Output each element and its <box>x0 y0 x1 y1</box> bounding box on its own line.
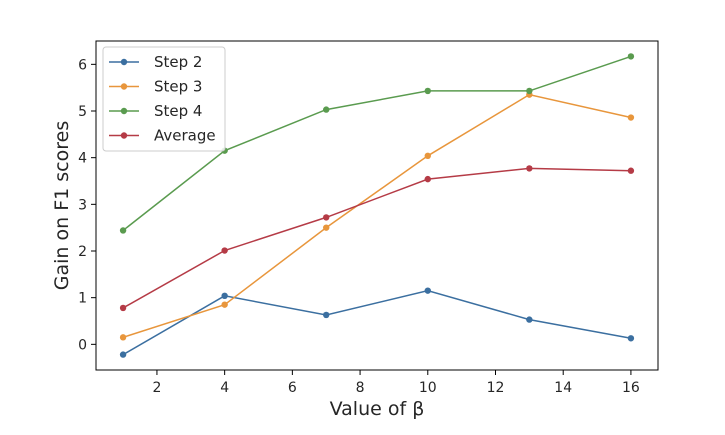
data-point <box>627 114 635 121</box>
legend-item: Step 4 <box>109 102 202 120</box>
series-step-2 <box>119 287 635 358</box>
legend-label: Step 3 <box>154 78 202 96</box>
x-tick-label: 12 <box>487 380 505 396</box>
data-point <box>424 175 431 183</box>
legend-item: Step 3 <box>109 78 202 96</box>
data-point <box>323 106 330 113</box>
data-point <box>119 227 127 234</box>
y-tick-label: 2 <box>78 244 87 260</box>
y-tick-label: 5 <box>78 104 87 120</box>
legend-item: Step 2 <box>109 53 202 71</box>
series-line-average <box>122 167 631 309</box>
data-point <box>526 87 533 95</box>
series-line-step-3 <box>122 93 632 339</box>
x-tick-label: 2 <box>152 380 161 396</box>
data-point <box>119 334 127 341</box>
legend-swatch-marker <box>120 83 128 90</box>
legend-box <box>102 46 226 152</box>
x-tick-label: 4 <box>220 380 229 396</box>
legend-item: Average <box>109 127 216 145</box>
data-point <box>119 351 127 358</box>
series-layer <box>119 53 635 358</box>
legend-swatch-marker <box>120 58 128 66</box>
data-point <box>424 287 431 294</box>
data-point <box>221 292 228 299</box>
data-point <box>526 316 533 323</box>
x-axis-label: Value of β <box>330 398 425 420</box>
legend-swatch-marker <box>120 132 128 139</box>
y-tick-label: 0 <box>78 337 87 353</box>
y-tick-label: 3 <box>78 197 87 213</box>
legend: Step 2 Step 3 Step 4 Average <box>102 46 226 152</box>
x-tick-label: 8 <box>356 380 365 396</box>
legend-label: Average <box>154 127 216 145</box>
data-point <box>627 53 635 60</box>
y-tick-label: 6 <box>78 57 87 73</box>
y-axis-label: Gain on F1 scores <box>51 121 73 290</box>
data-point <box>424 87 431 95</box>
legend-label: Step 4 <box>154 102 202 120</box>
series-average <box>119 165 635 312</box>
data-point <box>424 152 431 159</box>
x-tick-label: 6 <box>288 380 297 396</box>
x-tick-label: 16 <box>622 380 640 396</box>
x-tick-label: 10 <box>419 380 437 396</box>
series-line-step-2 <box>122 289 632 356</box>
y-tick-label: 1 <box>78 291 87 307</box>
series-line-step-4 <box>122 55 632 232</box>
data-point <box>221 301 228 308</box>
data-point <box>627 335 635 342</box>
data-point <box>627 167 635 174</box>
data-point <box>323 224 330 231</box>
data-point <box>323 214 330 221</box>
legend-label: Step 2 <box>154 53 202 71</box>
legend-swatch-marker <box>120 107 128 115</box>
plot-frame <box>95 40 659 371</box>
data-point <box>323 311 330 319</box>
data-point <box>526 165 533 172</box>
x-tick-label: 14 <box>554 380 572 396</box>
y-tick-label: 4 <box>78 151 87 167</box>
data-point <box>119 304 127 312</box>
data-point <box>221 247 228 254</box>
